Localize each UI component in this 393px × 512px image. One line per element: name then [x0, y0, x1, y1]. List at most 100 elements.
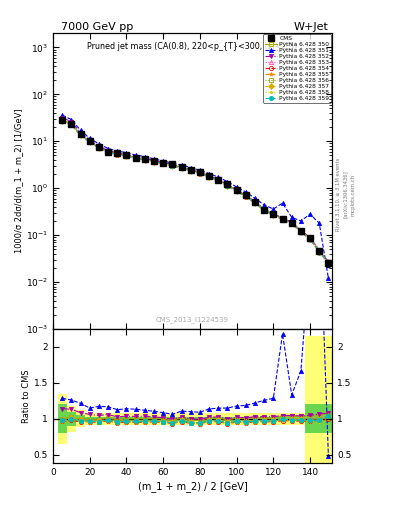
- Pythia 6.428 359: [225, 183, 230, 189]
- Line: Pythia 6.428 356: Pythia 6.428 356: [60, 119, 331, 265]
- Y-axis label: Ratio to CMS: Ratio to CMS: [22, 369, 31, 423]
- Pythia 6.428 351: [161, 158, 165, 164]
- Pythia 6.428 358: [69, 121, 74, 127]
- Pythia 6.428 355: [308, 236, 312, 242]
- Pythia 6.428 350: [317, 247, 321, 253]
- Pythia 6.428 350: [308, 234, 312, 241]
- Pythia 6.428 355: [133, 155, 138, 161]
- Pythia 6.428 352: [97, 143, 101, 150]
- Pythia 6.428 354: [115, 152, 119, 158]
- Pythia 6.428 357: [87, 139, 92, 145]
- Line: Pythia 6.428 354: Pythia 6.428 354: [60, 119, 331, 265]
- Pythia 6.428 352: [308, 234, 312, 241]
- Pythia 6.428 359: [289, 220, 294, 226]
- Pythia 6.428 352: [280, 215, 285, 221]
- Pythia 6.428 357: [179, 164, 184, 170]
- Pythia 6.428 354: [179, 165, 184, 171]
- Pythia 6.428 351: [198, 167, 202, 174]
- Pythia 6.428 353: [179, 165, 184, 171]
- Pythia 6.428 355: [289, 220, 294, 226]
- Pythia 6.428 355: [87, 139, 92, 145]
- Pythia 6.428 355: [60, 118, 64, 124]
- Pythia 6.428 359: [207, 174, 211, 180]
- Pythia 6.428 357: [280, 216, 285, 222]
- Pythia 6.428 357: [207, 174, 211, 180]
- Pythia 6.428 358: [124, 153, 129, 159]
- Pythia 6.428 357: [243, 193, 248, 199]
- Pythia 6.428 350: [198, 169, 202, 176]
- Pythia 6.428 352: [299, 227, 303, 233]
- Pythia 6.428 358: [60, 118, 64, 124]
- Pythia 6.428 353: [243, 193, 248, 199]
- Pythia 6.428 359: [262, 207, 266, 213]
- Pythia 6.428 353: [308, 236, 312, 242]
- Pythia 6.428 357: [262, 207, 266, 213]
- Pythia 6.428 350: [161, 160, 165, 166]
- Pythia 6.428 350: [124, 152, 129, 158]
- Pythia 6.428 357: [124, 153, 129, 159]
- Pythia 6.428 356: [133, 155, 138, 161]
- Pythia 6.428 355: [188, 167, 193, 174]
- Pythia 6.428 358: [152, 159, 156, 165]
- Pythia 6.428 352: [253, 199, 257, 205]
- Pythia 6.428 350: [133, 155, 138, 161]
- Pythia 6.428 354: [170, 163, 175, 169]
- Pythia 6.428 358: [243, 194, 248, 200]
- Pythia 6.428 350: [87, 138, 92, 144]
- Pythia 6.428 350: [207, 173, 211, 179]
- Pythia 6.428 358: [289, 221, 294, 227]
- Pythia 6.428 353: [106, 148, 110, 155]
- Line: Pythia 6.428 351: Pythia 6.428 351: [60, 113, 331, 281]
- Pythia 6.428 351: [317, 220, 321, 226]
- Pythia 6.428 357: [299, 228, 303, 234]
- Pythia 6.428 351: [289, 214, 294, 220]
- Pythia 6.428 351: [152, 156, 156, 162]
- Pythia 6.428 358: [133, 155, 138, 161]
- Pythia 6.428 359: [243, 194, 248, 200]
- Pythia 6.428 359: [133, 155, 138, 161]
- Pythia 6.428 351: [143, 154, 147, 160]
- Pythia 6.428 357: [234, 188, 239, 194]
- Pythia 6.428 351: [262, 202, 266, 208]
- Text: 7000 GeV pp: 7000 GeV pp: [61, 22, 133, 32]
- Pythia 6.428 352: [87, 137, 92, 143]
- Line: Pythia 6.428 357: Pythia 6.428 357: [60, 118, 331, 265]
- Pythia 6.428 357: [225, 182, 230, 188]
- Pythia 6.428 359: [106, 149, 110, 155]
- Pythia 6.428 355: [299, 229, 303, 235]
- Pythia 6.428 354: [69, 122, 74, 128]
- Pythia 6.428 355: [234, 188, 239, 194]
- Pythia 6.428 351: [87, 135, 92, 141]
- Pythia 6.428 357: [106, 149, 110, 155]
- Pythia 6.428 354: [207, 174, 211, 180]
- Pythia 6.428 351: [60, 112, 64, 118]
- Pythia 6.428 351: [115, 148, 119, 154]
- Line: Pythia 6.428 352: Pythia 6.428 352: [60, 116, 331, 264]
- Pythia 6.428 356: [60, 118, 64, 124]
- Pythia 6.428 350: [225, 182, 230, 188]
- Pythia 6.428 356: [262, 207, 266, 213]
- Pythia 6.428 353: [234, 188, 239, 194]
- Pythia 6.428 356: [188, 167, 193, 174]
- Pythia 6.428 359: [216, 177, 220, 183]
- Pythia 6.428 352: [152, 157, 156, 163]
- Pythia 6.428 356: [253, 200, 257, 206]
- Pythia 6.428 356: [280, 216, 285, 222]
- Pythia 6.428 350: [326, 259, 331, 265]
- Pythia 6.428 356: [234, 188, 239, 194]
- Pythia 6.428 351: [106, 145, 110, 152]
- Pythia 6.428 359: [152, 159, 156, 165]
- Pythia 6.428 354: [106, 149, 110, 155]
- Pythia 6.428 354: [60, 118, 64, 124]
- Pythia 6.428 358: [317, 249, 321, 255]
- Pythia 6.428 359: [97, 145, 101, 151]
- Pythia 6.428 355: [253, 200, 257, 206]
- Pythia 6.428 354: [262, 207, 266, 214]
- Pythia 6.428 353: [253, 200, 257, 206]
- Pythia 6.428 352: [207, 173, 211, 179]
- Pythia 6.428 357: [188, 167, 193, 174]
- Line: Pythia 6.428 350: Pythia 6.428 350: [60, 118, 331, 264]
- Pythia 6.428 356: [308, 236, 312, 242]
- Pythia 6.428 357: [133, 155, 138, 161]
- Pythia 6.428 358: [207, 174, 211, 180]
